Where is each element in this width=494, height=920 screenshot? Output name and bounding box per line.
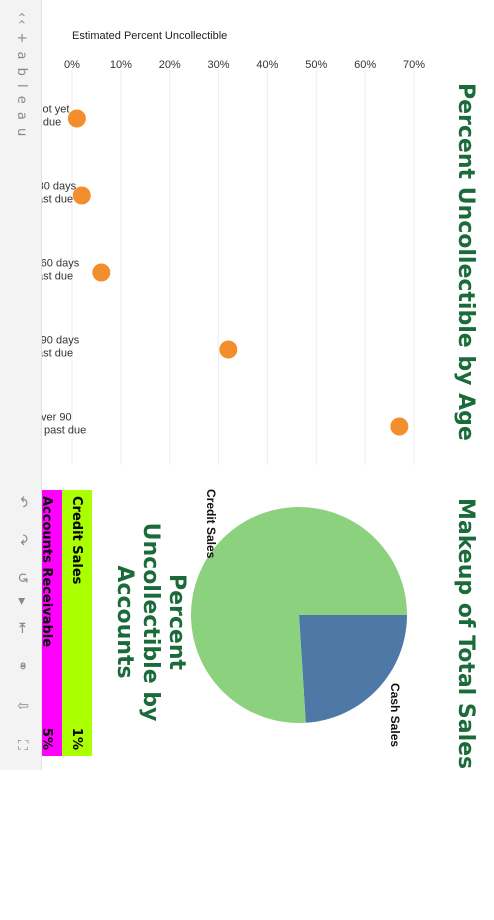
- undo-icon[interactable]: ↶: [14, 496, 30, 508]
- pie-slice-credit[interactable]: [191, 507, 407, 723]
- tableau-logo: ‹‹ + a b l e a u: [14, 12, 29, 139]
- account-value: 1%: [69, 727, 85, 750]
- table-row: Credit Sales 1%: [62, 490, 92, 756]
- y-tick-label: 60%: [354, 59, 376, 71]
- data-point[interactable]: [67, 109, 86, 128]
- data-point[interactable]: [390, 417, 409, 436]
- y-tick-label: 10%: [110, 59, 132, 71]
- pause-icon[interactable]: ▸: [14, 598, 30, 606]
- fullscreen-icon[interactable]: ⛶: [14, 740, 30, 750]
- pie-label-credit: Credit Sales: [204, 489, 218, 559]
- redo-icon[interactable]: ↷: [14, 534, 30, 546]
- accounts-title: Percent Uncollectible by Accounts: [112, 522, 189, 722]
- y-tick-label: 20%: [159, 59, 181, 71]
- viz-toolbar: ‹‹ + a b l e a u ↶ ↷ ↺ ▸ ⇤ ⚭ ⇩ ⛶: [0, 0, 42, 770]
- y-tick-label: 0%: [64, 59, 80, 71]
- account-label: Credit Sales: [69, 496, 85, 585]
- y-tick-label: 30%: [208, 59, 230, 71]
- y-tick-label: 70%: [403, 59, 425, 71]
- data-point[interactable]: [219, 340, 238, 359]
- y-tick-label: 40%: [256, 59, 278, 71]
- data-point[interactable]: [72, 186, 91, 205]
- pie-slice-cash[interactable]: [299, 615, 407, 723]
- first-icon[interactable]: ⇤: [14, 622, 30, 634]
- sales-chart-title: Makeup of Total Sales: [453, 498, 478, 770]
- age-axis-title: Estimated Percent Uncollectible: [72, 30, 228, 42]
- y-tick-label: 50%: [305, 59, 327, 71]
- category-label: Not yet due: [35, 104, 70, 129]
- data-point[interactable]: [92, 263, 111, 282]
- sales-pie-chart: [191, 507, 407, 723]
- revert-icon[interactable]: ↺: [14, 572, 30, 584]
- download-icon[interactable]: ⇩: [14, 700, 30, 712]
- share-icon[interactable]: ⚭: [14, 660, 30, 672]
- pie-label-cash: Cash Sales: [388, 683, 402, 748]
